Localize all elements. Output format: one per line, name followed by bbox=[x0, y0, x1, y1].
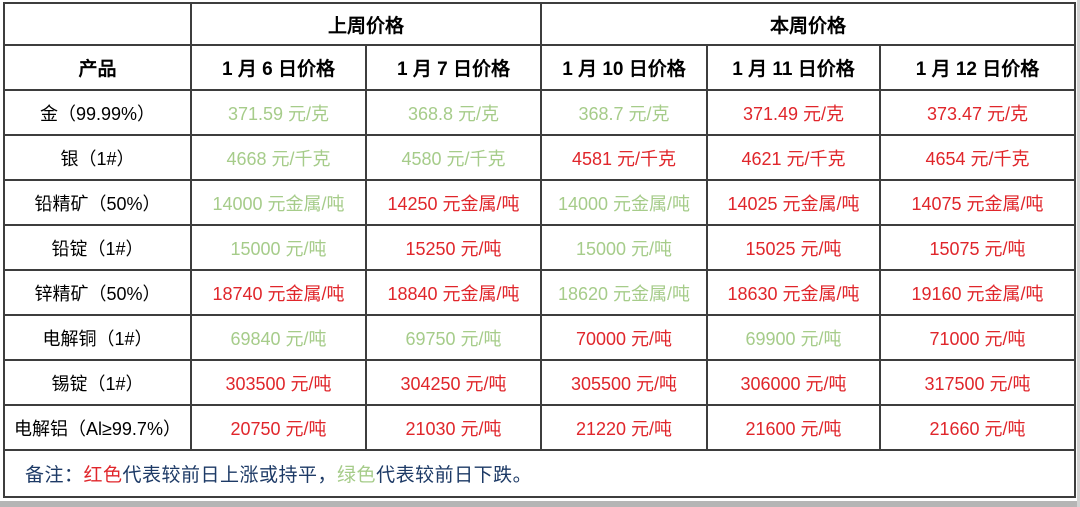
price-cell: 19160 元金属/吨 bbox=[879, 269, 1076, 316]
price-cell: 15250 元/吨 bbox=[364, 224, 543, 271]
price-cell: 371.49 元/克 bbox=[706, 89, 882, 136]
price-cell: 20750 元/吨 bbox=[190, 404, 367, 451]
price-cell: 14075 元金属/吨 bbox=[879, 179, 1076, 226]
note-row: 备注：红色代表较前日上涨或持平，绿色代表较前日下跌。 bbox=[3, 449, 1076, 498]
note-cell: 备注：红色代表较前日上涨或持平，绿色代表较前日下跌。 bbox=[3, 449, 1076, 498]
price-cell: 305500 元/吨 bbox=[540, 359, 709, 406]
price-cell: 373.47 元/克 bbox=[879, 89, 1076, 136]
table-row: 银（1#） 4668 元/千克 4580 元/千克 4581 元/千克 4621 元/千… bbox=[3, 134, 1076, 181]
price-table-body: 金（99.99%） 371.59 元/克 368.8 元/克 368.7 元/克 371… bbox=[3, 89, 1076, 451]
column-header-row: 产品 1 月 6 日价格 1 月 7 日价格 1 月 10 日价格 1 月 11… bbox=[3, 44, 1076, 91]
price-cell: 4654 元/千克 bbox=[879, 134, 1076, 181]
price-cell: 4580 元/千克 bbox=[364, 134, 543, 181]
product-cell: 电解铜（1#） bbox=[3, 314, 192, 361]
price-cell: 368.7 元/克 bbox=[540, 89, 709, 136]
product-cell: 电解铝（Al≥99.7%） bbox=[3, 404, 192, 451]
price-cell: 21600 元/吨 bbox=[706, 404, 882, 451]
price-cell: 371.59 元/克 bbox=[190, 89, 367, 136]
price-cell: 21660 元/吨 bbox=[879, 404, 1076, 451]
date-header-jan10: 1 月 10 日价格 bbox=[540, 44, 709, 91]
date-header-jan12: 1 月 12 日价格 bbox=[879, 44, 1076, 91]
metal-price-table: 上周价格 本周价格 产品 1 月 6 日价格 1 月 7 日价格 1 月 10 … bbox=[3, 2, 1076, 498]
price-cell: 4621 元/千克 bbox=[706, 134, 882, 181]
price-cell: 15000 元/吨 bbox=[540, 224, 709, 271]
price-cell: 18620 元金属/吨 bbox=[540, 269, 709, 316]
group-header-last-week: 上周价格 bbox=[189, 2, 543, 46]
product-cell: 锌精矿（50%） bbox=[3, 269, 192, 316]
price-cell: 69750 元/吨 bbox=[364, 314, 543, 361]
price-cell: 303500 元/吨 bbox=[190, 359, 367, 406]
price-cell: 14250 元金属/吨 bbox=[364, 179, 543, 226]
product-cell: 铅锭（1#） bbox=[3, 224, 192, 271]
table-row: 锡锭（1#） 303500 元/吨 304250 元/吨 305500 元/吨 3060… bbox=[3, 359, 1076, 406]
product-cell: 金（99.99%） bbox=[3, 89, 192, 136]
price-cell: 4581 元/千克 bbox=[540, 134, 709, 181]
price-cell: 4668 元/千克 bbox=[190, 134, 367, 181]
table-row: 电解铜（1#） 69840 元/吨 69750 元/吨 70000 元/吨 69900 … bbox=[3, 314, 1076, 361]
table-row: 铅精矿（50%） 14000 元金属/吨 14250 元金属/吨 14000 元金属/… bbox=[3, 179, 1076, 226]
right-edge-shadow bbox=[1077, 0, 1080, 507]
price-cell: 69840 元/吨 bbox=[190, 314, 367, 361]
price-cell: 69900 元/吨 bbox=[706, 314, 882, 361]
product-cell: 锡锭（1#） bbox=[3, 359, 192, 406]
price-cell: 21030 元/吨 bbox=[364, 404, 543, 451]
note-segment: 备注： bbox=[25, 465, 84, 486]
note-segment: 代表较前日上涨或持平， bbox=[122, 465, 338, 486]
price-cell: 21220 元/吨 bbox=[540, 404, 709, 451]
product-cell: 铅精矿（50%） bbox=[3, 179, 192, 226]
note-segment: 代表较前日下跌。 bbox=[376, 465, 533, 486]
table-row: 铅锭（1#） 15000 元/吨 15250 元/吨 15000 元/吨 15025 元… bbox=[3, 224, 1076, 271]
price-cell: 71000 元/吨 bbox=[879, 314, 1076, 361]
product-cell: 银（1#） bbox=[3, 134, 192, 181]
table-row: 金（99.99%） 371.59 元/克 368.8 元/克 368.7 元/克 371… bbox=[3, 89, 1076, 136]
date-header-jan11: 1 月 11 日价格 bbox=[706, 44, 882, 91]
price-cell: 70000 元/吨 bbox=[540, 314, 709, 361]
price-cell: 15000 元/吨 bbox=[190, 224, 367, 271]
price-cell: 18840 元金属/吨 bbox=[364, 269, 543, 316]
table-row: 锌精矿（50%） 18740 元金属/吨 18840 元金属/吨 18620 元金属/… bbox=[3, 269, 1076, 316]
price-cell: 15025 元/吨 bbox=[706, 224, 882, 271]
price-cell: 14025 元金属/吨 bbox=[706, 179, 882, 226]
date-header-jan6: 1 月 6 日价格 bbox=[190, 44, 367, 91]
price-cell: 18740 元金属/吨 bbox=[190, 269, 367, 316]
corner-cell bbox=[3, 2, 192, 46]
note-segment: 绿色 bbox=[337, 465, 377, 486]
price-cell: 368.8 元/克 bbox=[364, 89, 543, 136]
price-cell: 306000 元/吨 bbox=[706, 359, 882, 406]
date-header-jan7: 1 月 7 日价格 bbox=[364, 44, 543, 91]
group-header-this-week: 本周价格 bbox=[540, 2, 1076, 46]
group-header-row: 上周价格 本周价格 bbox=[3, 2, 1076, 46]
price-cell: 15075 元/吨 bbox=[879, 224, 1076, 271]
price-cell: 14000 元金属/吨 bbox=[190, 179, 367, 226]
price-cell: 304250 元/吨 bbox=[364, 359, 543, 406]
note-segment: 红色 bbox=[83, 465, 123, 486]
product-column-header: 产品 bbox=[3, 44, 192, 91]
price-cell: 14000 元金属/吨 bbox=[540, 179, 709, 226]
table-row: 电解铝（Al≥99.7%） 20750 元/吨 21030 元/吨 21220 元/吨… bbox=[3, 404, 1076, 451]
price-cell: 317500 元/吨 bbox=[879, 359, 1076, 406]
bottom-edge-shadow bbox=[0, 501, 1080, 507]
price-cell: 18630 元金属/吨 bbox=[706, 269, 882, 316]
